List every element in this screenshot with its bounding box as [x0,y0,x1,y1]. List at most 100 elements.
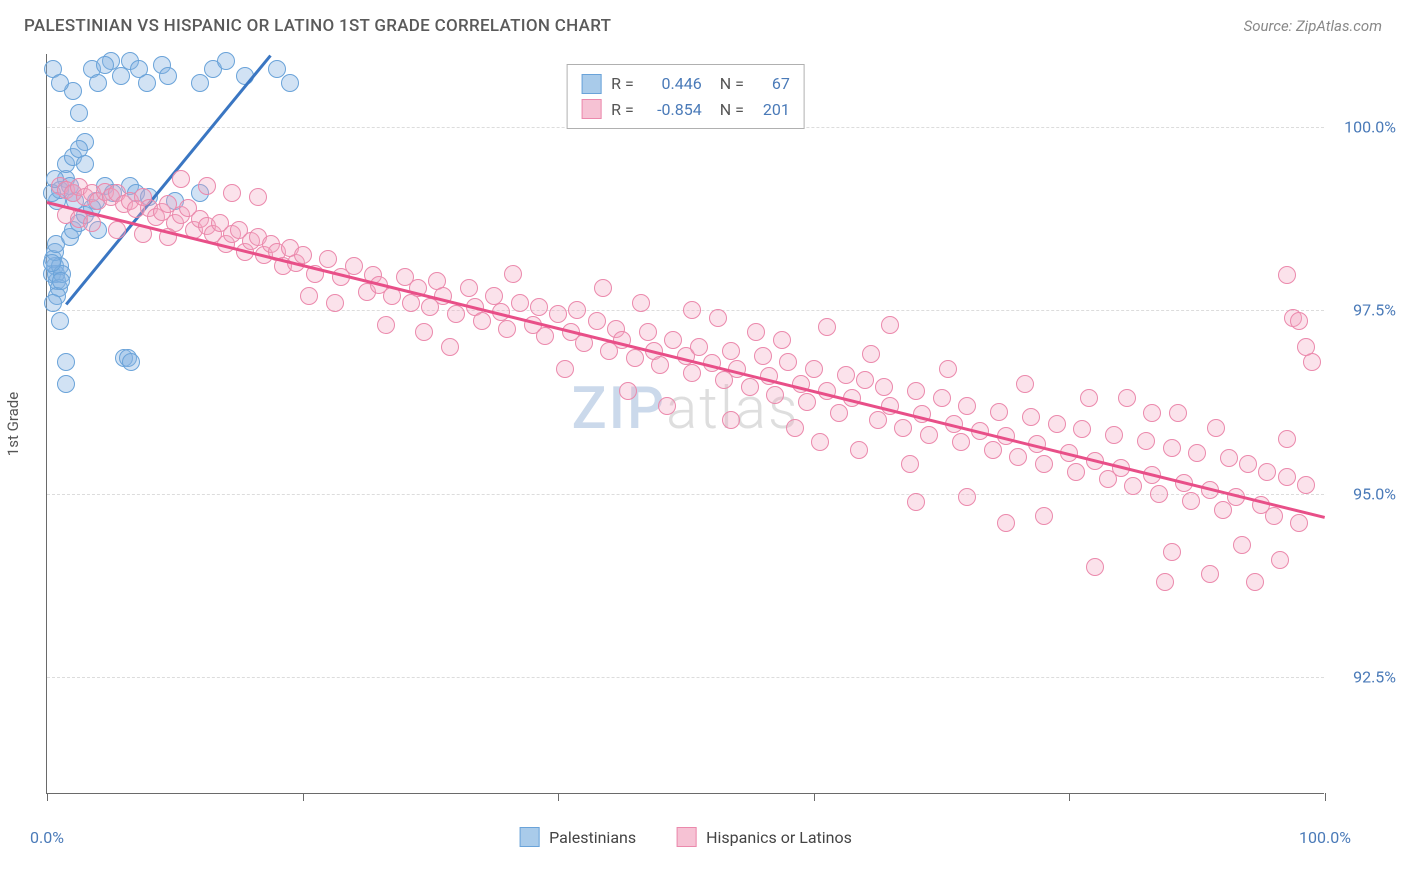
data-point [1169,404,1187,422]
x-tick [558,793,559,801]
data-point [933,389,951,407]
data-point [741,378,759,396]
data-point [1246,573,1264,591]
x-tick-label: 100.0% [1299,828,1351,847]
data-point [1086,558,1104,576]
series-legend: Palestinians Hispanics or Latinos [519,827,852,847]
data-point [1105,426,1123,444]
data-point [901,455,919,473]
x-tick [814,793,815,801]
watermark-atlas: atlas [666,375,799,443]
data-point [1290,514,1308,532]
grid-line [47,677,1324,678]
data-point [1220,449,1238,467]
data-point [326,294,344,312]
data-point [997,514,1015,532]
data-point [300,287,318,305]
data-point [447,305,465,323]
data-point [1009,448,1027,466]
data-point [96,56,114,74]
data-point [1233,536,1251,554]
data-point [837,366,855,384]
y-tick-label: 95.0% [1332,484,1396,503]
data-point [138,74,156,92]
data-point [709,309,727,327]
data-point [1143,404,1161,422]
legend-n-label: N = [720,71,744,97]
y-tick-label: 100.0% [1332,118,1396,137]
data-point [268,60,286,78]
chart-header: PALESTINIAN VS HISPANIC OR LATINO 1ST GR… [0,0,1406,48]
legend-swatch [676,827,696,847]
data-point [856,371,874,389]
data-point [57,353,75,371]
data-point [536,327,554,345]
data-point [754,347,772,365]
data-point [377,316,395,334]
data-point [958,488,976,506]
data-point [786,419,804,437]
data-point [1258,463,1276,481]
data-point [1182,492,1200,510]
data-point [811,433,829,451]
data-point [1278,468,1296,486]
data-point [530,298,548,316]
x-tick [1325,793,1326,801]
data-point [1290,312,1308,330]
series-name: Hispanics or Latinos [706,828,852,847]
data-point [1239,455,1257,473]
data-point [1163,439,1181,457]
series-name: Palestinians [549,828,636,847]
data-point [441,338,459,356]
data-point [958,397,976,415]
data-point [473,312,491,330]
chart-source: Source: ZipAtlas.com [1244,17,1382,35]
data-point [108,221,126,239]
data-point [683,301,701,319]
data-point [1137,432,1155,450]
data-point [639,323,657,341]
series-legend-item: Palestinians [519,827,636,847]
data-point [747,323,765,341]
legend-r-label: R = [611,71,634,97]
data-point [626,349,644,367]
data-point [43,254,61,272]
data-point [1188,444,1206,462]
chart-title: PALESTINIAN VS HISPANIC OR LATINO 1ST GR… [24,16,611,36]
data-point [415,323,433,341]
data-point [319,250,337,268]
data-point [588,312,606,330]
data-point [1265,507,1283,525]
data-point [249,188,267,206]
data-point [1278,430,1296,448]
data-point [683,364,701,382]
data-point [818,318,836,336]
data-point [1048,415,1066,433]
correlation-legend-row: R =0.446N =67 [581,71,790,97]
data-point [511,294,529,312]
data-point [907,382,925,400]
data-point [223,184,241,202]
data-point [830,404,848,422]
data-point [920,426,938,444]
data-point [1163,543,1181,561]
data-point [76,155,94,173]
data-point [51,312,69,330]
data-point [1073,420,1091,438]
data-point [894,419,912,437]
data-point [798,393,816,411]
data-point [952,433,970,451]
data-point [632,294,650,312]
data-point [89,74,107,92]
data-point [191,74,209,92]
data-point [651,356,669,374]
data-point [504,265,522,283]
data-point [281,74,299,92]
data-point [862,345,880,363]
data-point [1124,477,1142,495]
legend-n-label: N = [720,97,744,123]
x-tick [303,793,304,801]
data-point [1201,565,1219,583]
data-point [869,411,887,429]
y-tick-label: 97.5% [1332,301,1396,320]
